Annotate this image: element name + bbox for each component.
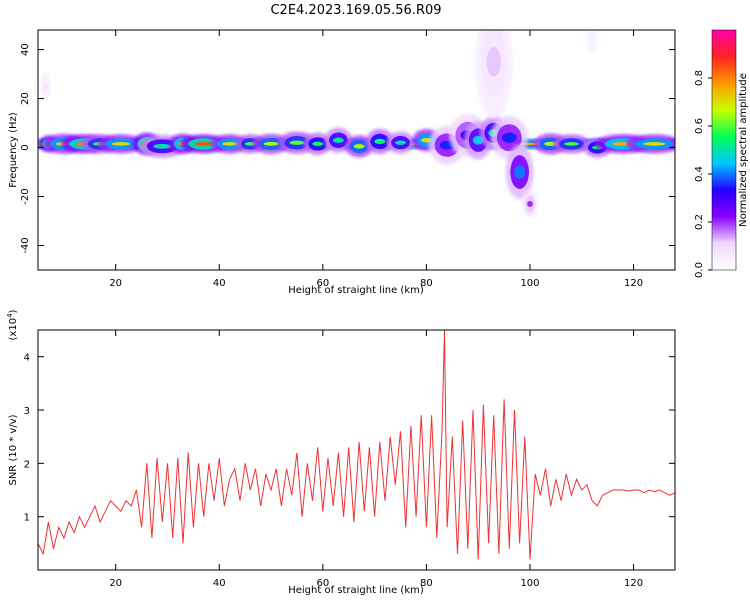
colorbar-tick-label: 0.0 [694,262,705,278]
snr-series-line [38,330,675,560]
colorbar-tick-label: 0.4 [694,166,705,182]
snr-frame [37,329,676,571]
x-tick-label: 40 [213,278,226,289]
x-tick-label: 100 [520,278,539,289]
snr-panel: 20 40 60 80 100 120 1 2 3 4 Height of straight l… [6,309,676,596]
spectral-blob [386,131,415,154]
spectral-blob [626,134,675,154]
y-tick-label: 0 [20,144,31,150]
y-tick-label: 2 [24,459,30,470]
x-tick-label: 100 [520,578,539,589]
figure-title: C2E4.2023.169.05.56.R09 [270,3,441,18]
snr-y-label: SNR (10 * v/v) [8,414,19,485]
spectrogram-x-ticks: 20 40 60 80 100 120 [109,30,643,289]
spectral-blob [97,134,145,154]
spectral-blob [552,134,591,154]
x-tick-label: 20 [109,278,122,289]
y-tick-label: 40 [20,43,31,56]
y-tick-label: -20 [20,188,31,204]
spectrogram-panel: 20 40 60 80 100 120 -40 -20 0 20 40 Height of str… [8,29,676,296]
spectral-blob [365,128,394,155]
y-tick-label: 4 [24,353,30,364]
snr-plot-area [38,330,675,570]
spectral-blob [475,30,513,119]
colorbar: 0.0 0.2 0.4 0.6 0.8 Normalized spectral ampl… [694,29,749,278]
colorbar-ticks: 0.0 0.2 0.4 0.6 0.8 [694,70,712,278]
colorbar-label: Normalized spectral amplitude [738,73,749,227]
x-tick-label: 80 [420,278,433,289]
spectral-blob [505,144,534,200]
colorbar-bar [711,29,737,271]
x-tick-label: 120 [624,278,643,289]
spectrogram-y-label: Frequency (Hz) [8,112,19,188]
spectrogram-frame [37,29,676,271]
y-tick-label: 20 [20,92,31,105]
x-tick-label: 80 [420,578,433,589]
spectrogram-marks [38,30,675,218]
snr-y-multiplier: (x104) [6,309,19,340]
colorbar-tick-label: 0.6 [694,118,705,134]
y-tick-label: 1 [24,513,30,524]
spectrogram-x-label: Height of straight line (km) [288,285,424,296]
spectral-blob [522,190,538,218]
y-tick-label: 3 [24,406,30,417]
spectral-blob [40,72,52,101]
colorbar-tick-label: 0.8 [694,70,705,86]
snr-x-label: Height of straight line (km) [288,585,424,596]
x-tick-label: 40 [213,578,226,589]
spectral-blob [586,30,598,52]
colorbar-tick-label: 0.2 [694,214,705,230]
spectrogram-y-ticks: -40 -20 0 20 40 [20,43,675,254]
snr-x-ticks: 20 40 60 80 100 120 [109,330,643,589]
x-tick-label: 120 [624,578,643,589]
x-tick-label: 20 [109,578,122,589]
snr-y-ticks: 1 2 3 4 [24,353,675,524]
y-tick-label: -40 [20,237,31,253]
x-tick-label: 60 [316,278,329,289]
x-tick-label: 60 [316,578,329,589]
